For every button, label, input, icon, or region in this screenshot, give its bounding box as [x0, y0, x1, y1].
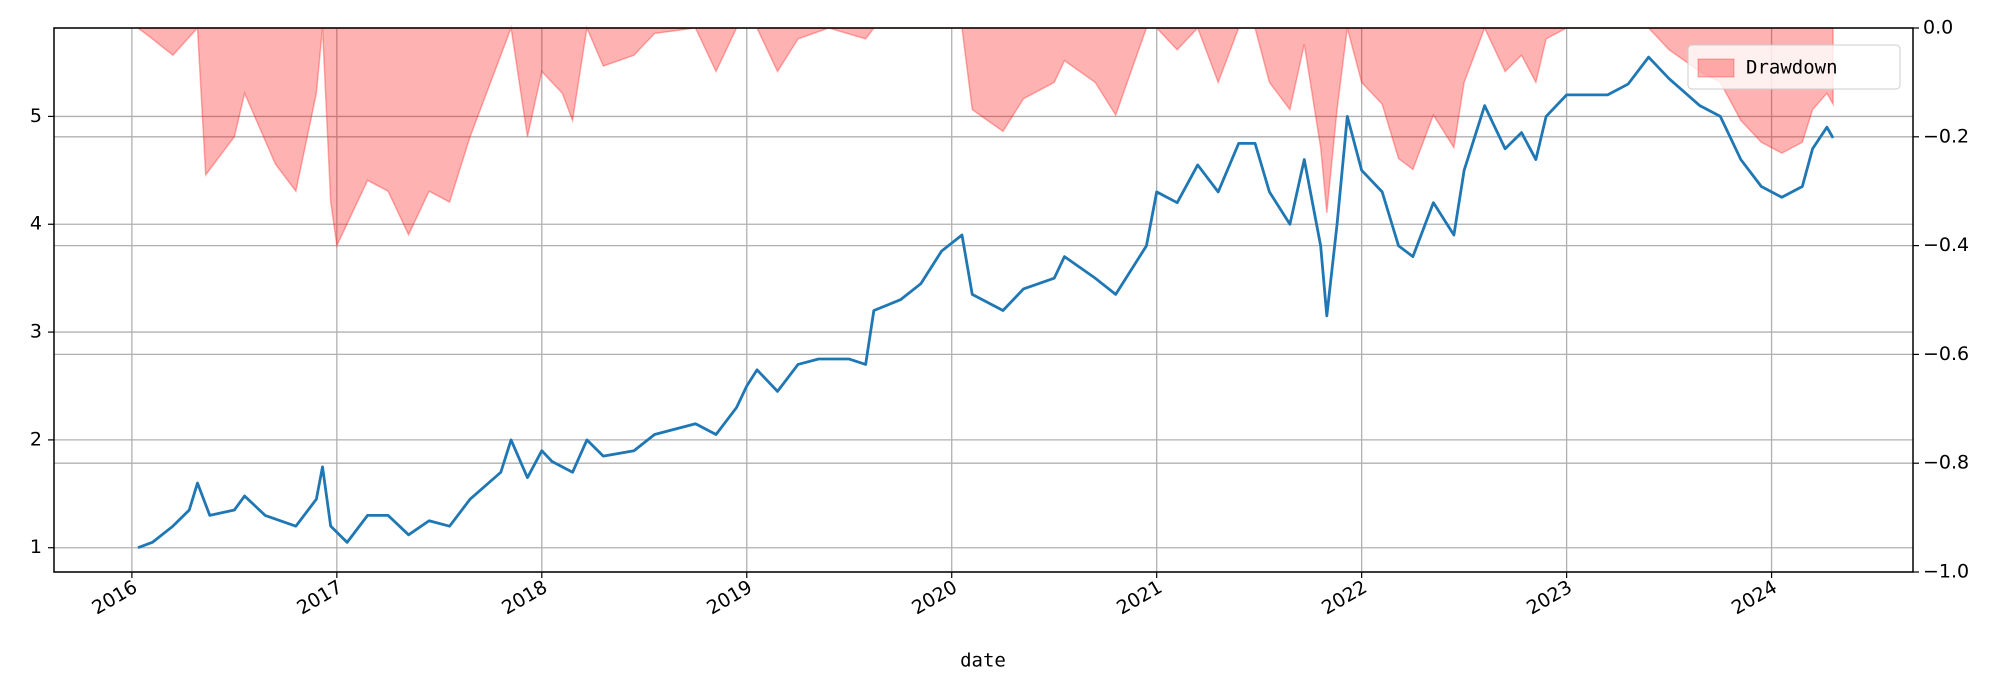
x-tick-label: 2024 [1728, 576, 1781, 619]
x-tick-label: 2016 [88, 576, 141, 619]
y2-tick-label: 0.0 [1923, 17, 1953, 39]
y2-tick-label: −1.0 [1923, 561, 1969, 583]
y2-tick-label: −0.8 [1923, 452, 1969, 474]
y-tick-label: 1 [30, 536, 42, 558]
equity-line [137, 55, 1835, 550]
y-tick-label: 4 [30, 213, 42, 235]
legend-label: Drawdown [1746, 57, 1838, 79]
x-tick-label: 2018 [498, 576, 551, 619]
x-tick-label: 2021 [1113, 576, 1166, 619]
x-tick-label: 2022 [1318, 576, 1371, 619]
plot-frame [53, 27, 1914, 573]
y2-tick-label: −0.6 [1923, 343, 1969, 365]
legend-box [1687, 44, 1901, 90]
y-tick-label: 2 [30, 428, 42, 450]
x-axis-label: date [960, 650, 1006, 672]
y2-tick-label: −0.4 [1923, 234, 1969, 256]
x-tick-label: 2017 [293, 576, 346, 619]
x-tick-label: 2020 [908, 576, 961, 619]
x-tick-label: 2023 [1523, 576, 1576, 619]
x-tick-label: 2019 [703, 576, 756, 619]
y2-tick-label: −0.2 [1923, 125, 1969, 147]
y-tick-label: 5 [30, 105, 42, 127]
legend-swatch [1697, 58, 1735, 78]
y-tick-label: 3 [30, 321, 42, 343]
